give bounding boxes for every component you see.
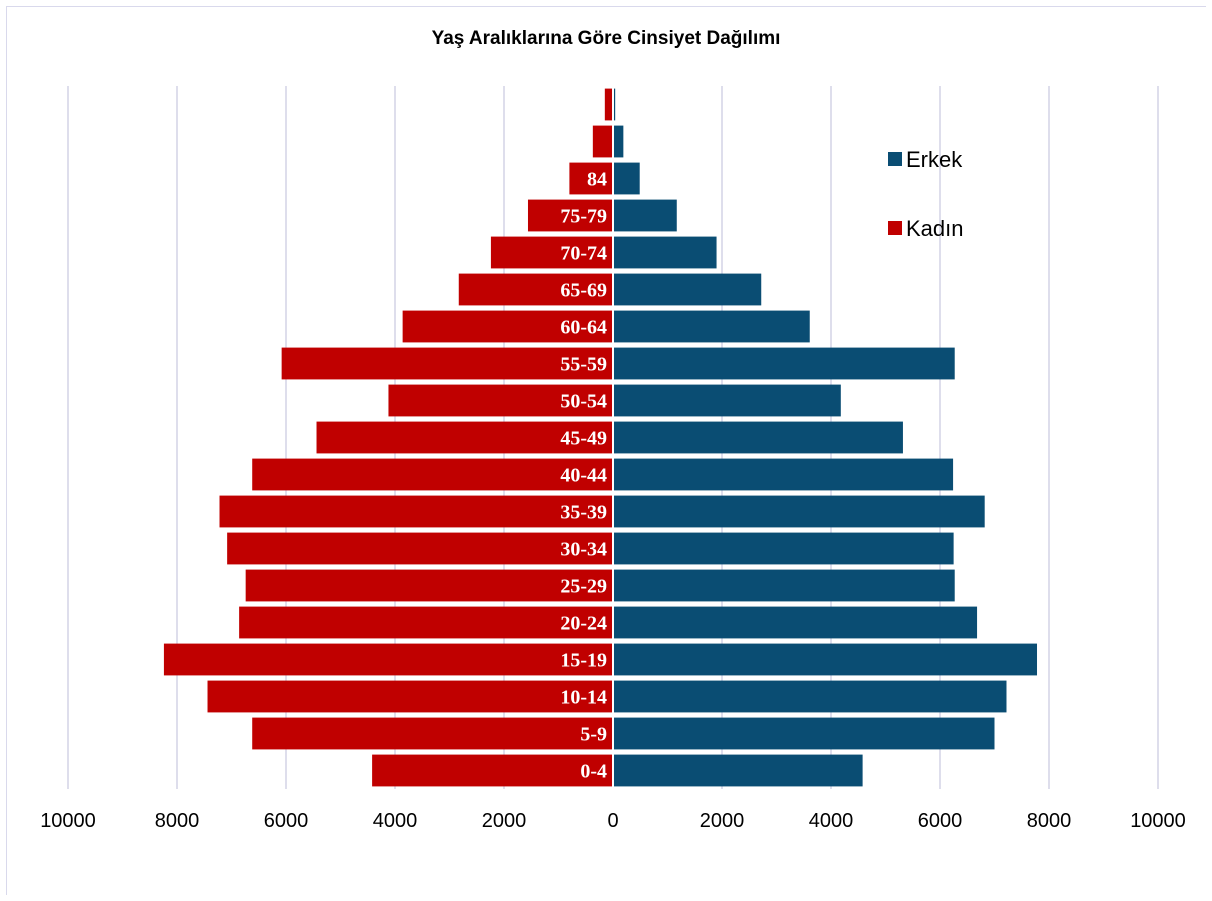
x-tick-label: 2000 xyxy=(482,810,527,832)
bar-kadin xyxy=(281,347,613,380)
legend-label: Kadın xyxy=(906,216,964,241)
x-tick-label: 0 xyxy=(607,810,618,832)
age-label: 84 xyxy=(587,169,607,191)
x-tick-label: 2000 xyxy=(700,810,745,832)
bar-kadin xyxy=(239,606,613,639)
x-tick-label: 4000 xyxy=(373,810,418,832)
age-label: 15-19 xyxy=(560,650,607,672)
legend: Erkek Kadın xyxy=(888,147,964,241)
bar-kadin xyxy=(316,421,613,454)
bar-kadin xyxy=(227,532,613,565)
bar-kadin xyxy=(388,384,613,417)
age-label: 5-9 xyxy=(580,724,607,746)
bar-kadin xyxy=(569,162,613,195)
x-axis-ticks: 10000 8000 6000 4000 2000 0 2000 4000 6000 8000 10… xyxy=(40,810,1186,832)
bar-kadin xyxy=(527,199,613,232)
bar-erkek xyxy=(613,569,955,602)
bar-kadin xyxy=(207,680,613,713)
bar-erkek xyxy=(613,458,954,491)
bar-kadin xyxy=(490,236,613,269)
bar-erkek xyxy=(613,199,677,232)
x-tick-label: 8000 xyxy=(155,810,200,832)
age-label: 45-49 xyxy=(560,428,607,450)
bar-erkek xyxy=(613,162,640,195)
bar-kadin xyxy=(592,125,613,158)
age-labels: 0-4 5-9 10-14 15-19 20-24 25-29 30-34 35-39 40-4… xyxy=(560,169,607,783)
bar-erkek xyxy=(613,421,903,454)
bar-erkek xyxy=(613,347,955,380)
x-tick-label: 4000 xyxy=(809,810,854,832)
age-label: 10-14 xyxy=(560,687,607,709)
age-label: 65-69 xyxy=(560,280,607,302)
bar-kadin xyxy=(252,458,613,491)
bar-erkek xyxy=(613,717,995,750)
age-label: 35-39 xyxy=(560,502,607,524)
x-tick-label: 8000 xyxy=(1027,810,1072,832)
legend-swatch xyxy=(888,221,902,235)
bar-erkek xyxy=(613,606,978,639)
x-tick-label: 6000 xyxy=(264,810,309,832)
age-label: 25-29 xyxy=(560,576,607,598)
bar-erkek xyxy=(613,88,616,121)
bar-erkek xyxy=(613,532,954,565)
bar-kadin xyxy=(163,643,614,676)
age-label: 50-54 xyxy=(560,391,607,413)
chart-frame xyxy=(6,6,1206,895)
legend-swatch xyxy=(888,152,902,166)
bar-kadin xyxy=(219,495,613,528)
age-label: 75-79 xyxy=(560,206,607,228)
chart-title: Yaş Aralıklarına Göre Cinsiyet Dağılımı xyxy=(431,28,781,49)
bar-erkek xyxy=(613,273,762,306)
bar-erkek xyxy=(613,754,863,787)
bar-erkek xyxy=(613,680,1007,713)
bar-erkek xyxy=(613,125,624,158)
bar-erkek xyxy=(613,310,810,343)
legend-label: Erkek xyxy=(906,147,963,172)
bar-kadin xyxy=(458,273,613,306)
age-label: 60-64 xyxy=(560,317,607,339)
x-tick-label: 10000 xyxy=(40,810,96,832)
age-label: 0-4 xyxy=(580,761,607,783)
bar-kadin xyxy=(252,717,613,750)
age-label: 70-74 xyxy=(560,243,607,265)
bar-erkek xyxy=(613,384,841,417)
x-tick-label: 6000 xyxy=(918,810,963,832)
bar-erkek xyxy=(613,236,717,269)
x-tick-label: 10000 xyxy=(1130,810,1186,832)
bar-kadin xyxy=(604,88,613,121)
bars xyxy=(163,86,1038,789)
bar-kadin xyxy=(402,310,613,343)
age-label: 20-24 xyxy=(560,613,607,635)
bar-erkek xyxy=(613,643,1038,676)
age-label: 30-34 xyxy=(560,539,607,561)
bar-kadin xyxy=(245,569,614,602)
age-label: 55-59 xyxy=(560,354,607,376)
age-label: 40-44 xyxy=(560,465,607,487)
bar-erkek xyxy=(613,495,985,528)
bar-kadin xyxy=(372,754,613,787)
